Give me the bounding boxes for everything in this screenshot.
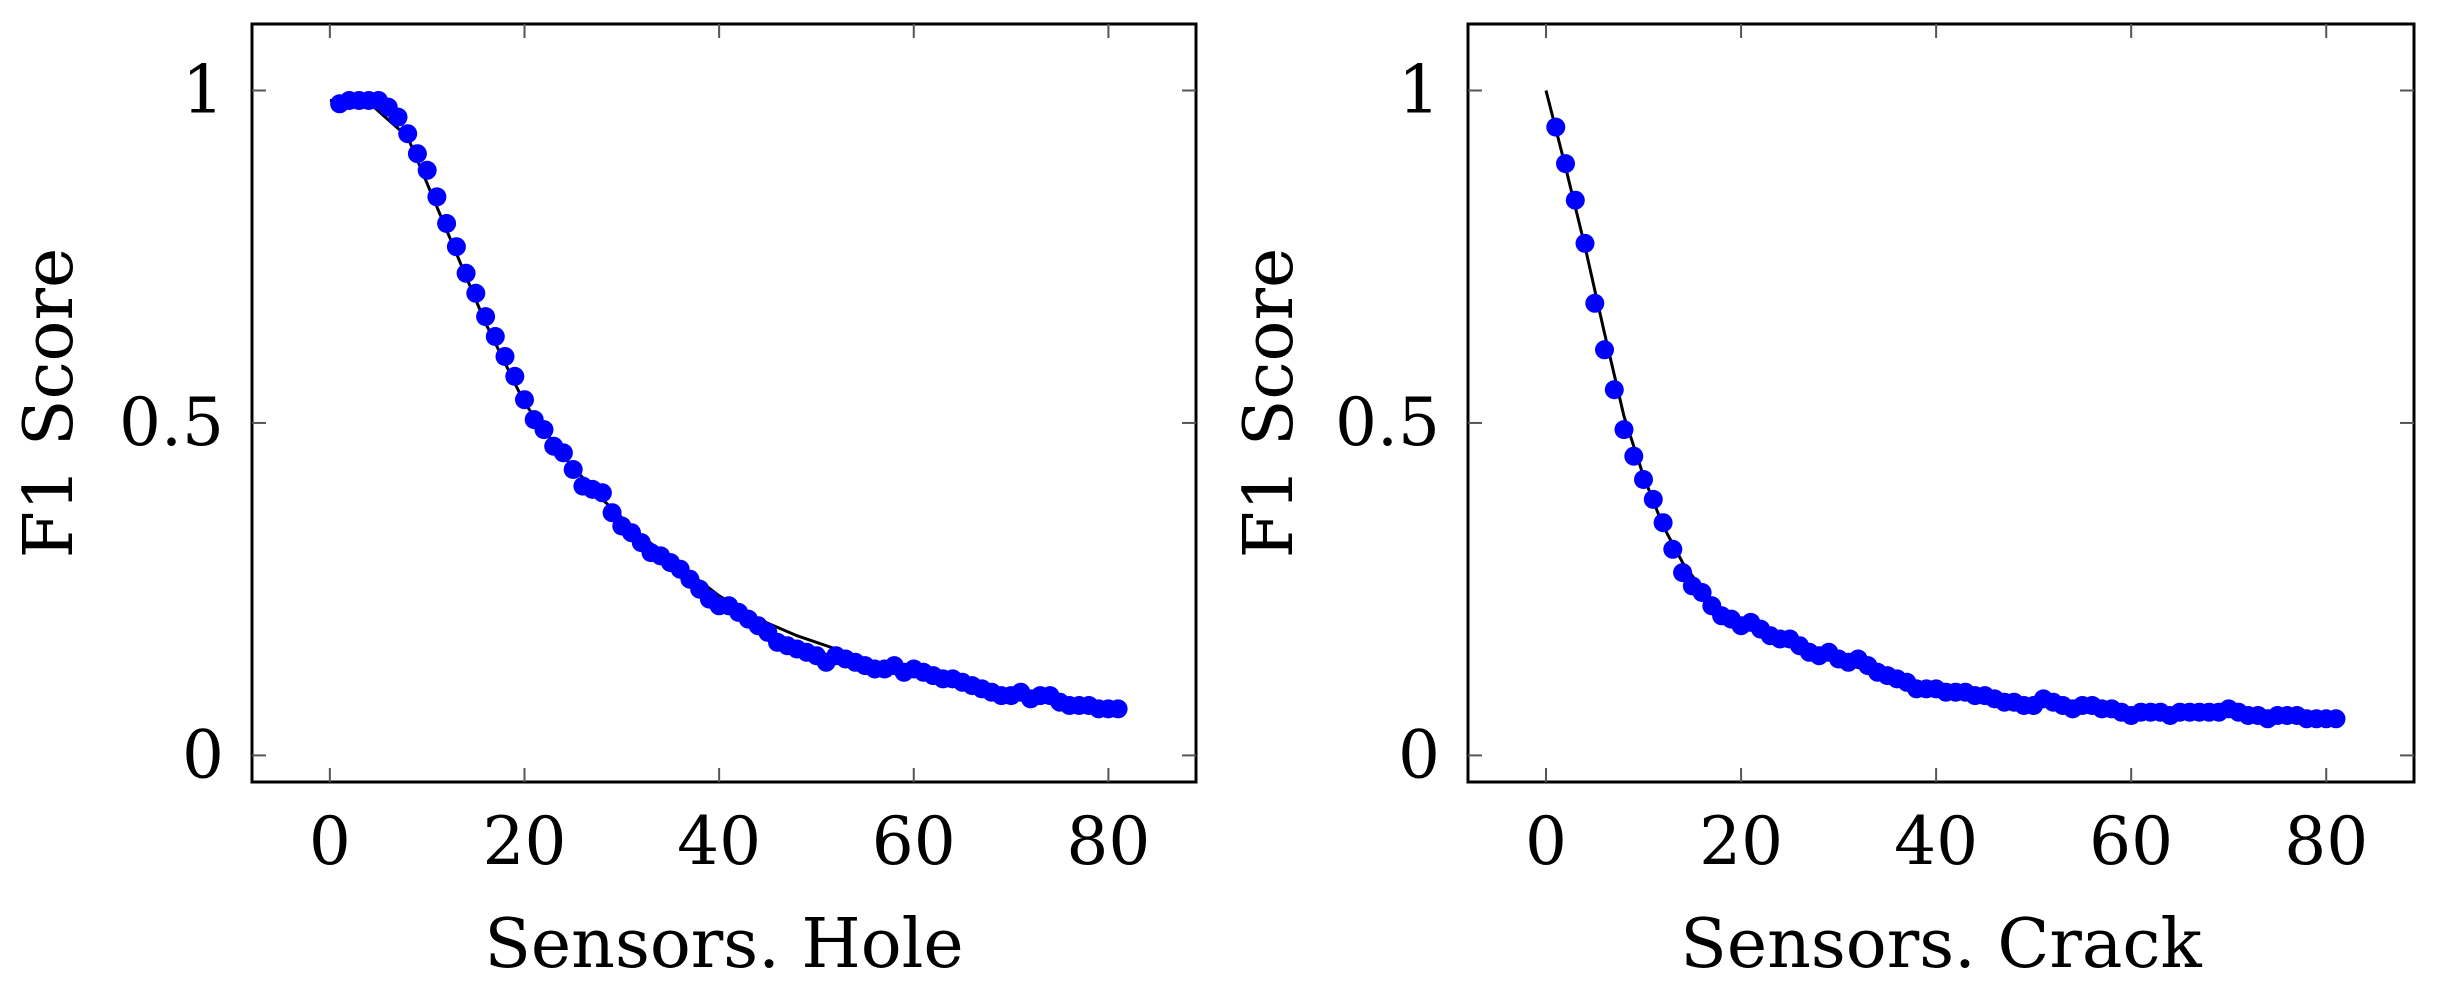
y-tick-label: 1 xyxy=(1398,51,1440,128)
y-axis-title: F1 Score xyxy=(1230,248,1309,558)
data-point xyxy=(1556,154,1575,174)
x-tick-label: 80 xyxy=(1066,803,1150,880)
data-point xyxy=(602,503,622,523)
data-point xyxy=(2326,709,2346,729)
data-point xyxy=(1614,420,1634,440)
y-tick-label: 0.5 xyxy=(119,384,224,461)
data-point xyxy=(1575,233,1595,253)
x-tick-label: 0 xyxy=(1525,803,1567,880)
x-tick-label: 20 xyxy=(483,803,567,880)
data-point xyxy=(388,107,408,127)
y-axis-title: F1 Score xyxy=(10,248,89,558)
data-point xyxy=(1565,190,1585,210)
data-point xyxy=(553,443,573,463)
data-point xyxy=(515,390,534,410)
fit-line xyxy=(329,99,1109,711)
x-tick-label: 20 xyxy=(1699,803,1783,880)
chart-crack: 0 20 40 60 80 0 0.5 1 Sensors. Crack F1 Score xyxy=(1230,22,2416,984)
y-tick-label: 0 xyxy=(182,716,224,793)
data-point xyxy=(446,237,466,257)
data-point xyxy=(1624,446,1644,466)
data-point xyxy=(1604,380,1624,400)
x-tick-label: 60 xyxy=(2089,803,2173,880)
data-point xyxy=(466,283,486,303)
data-point xyxy=(592,483,612,503)
data-point xyxy=(485,327,505,346)
x-axis-title: Sensors. Crack xyxy=(1680,905,2202,984)
data-point xyxy=(495,347,515,366)
x-tick-label: 0 xyxy=(309,803,351,880)
data-point xyxy=(1585,293,1605,313)
data-point xyxy=(1634,470,1653,489)
plot-frame xyxy=(250,22,1198,784)
chart-hole: 0 20 40 60 80 0 0.5 1 Sensors. Hole F1 Score xyxy=(10,22,1198,984)
data-point xyxy=(427,187,447,207)
data-point xyxy=(534,420,554,440)
data-point xyxy=(1108,699,1128,719)
data-point xyxy=(437,214,457,233)
data-point xyxy=(1673,563,1693,583)
data-point xyxy=(1663,539,1683,559)
data-point xyxy=(456,263,476,283)
data-point xyxy=(505,366,525,386)
data-point xyxy=(398,124,418,144)
data-point xyxy=(1546,117,1566,137)
data-point xyxy=(417,160,437,180)
data-point xyxy=(1643,489,1663,509)
y-tick-label: 1 xyxy=(182,51,224,128)
x-tick-label: 40 xyxy=(677,803,761,880)
data-point xyxy=(1653,513,1673,533)
y-tick-label: 0 xyxy=(1398,716,1440,793)
data-point xyxy=(407,144,427,164)
data-point xyxy=(563,460,583,479)
data-point xyxy=(1692,583,1712,602)
x-axis-title: Sensors. Hole xyxy=(484,905,963,984)
data-point xyxy=(1595,340,1614,360)
data-point xyxy=(476,307,496,327)
plot-frame xyxy=(1466,22,2416,784)
x-tick-label: 80 xyxy=(2284,803,2368,880)
fit-line xyxy=(1544,90,2327,721)
x-tick-label: 60 xyxy=(872,803,956,880)
x-tick-label: 40 xyxy=(1894,803,1978,880)
y-tick-label: 0.5 xyxy=(1335,384,1440,461)
